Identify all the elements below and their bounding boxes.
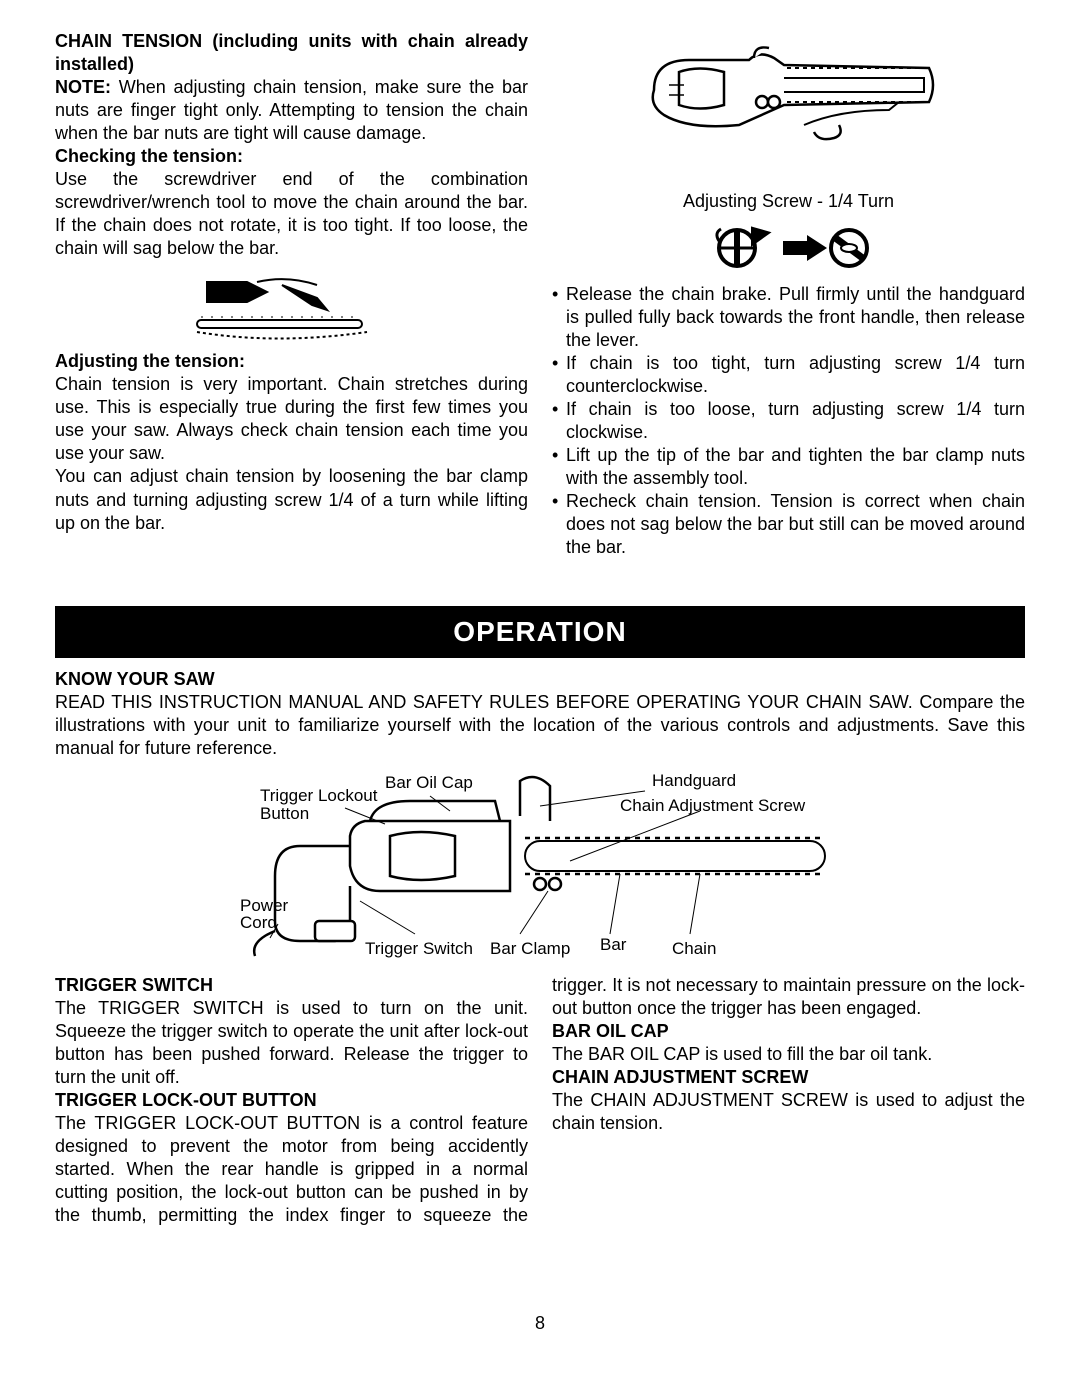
text-know-saw: READ THIS INSTRUCTION MANUAL AND SAFETY … xyxy=(55,691,1025,760)
note-text: When adjusting chain tension, make sure … xyxy=(55,77,528,143)
section-bar-operation: OPERATION xyxy=(55,606,1025,658)
figure-quarter-turn-icon xyxy=(709,223,869,273)
label-trigger-lockout-2: Button xyxy=(260,804,309,823)
label-bar-clamp: Bar Clamp xyxy=(490,939,570,958)
bullet-list: Release the chain brake. Pull firmly unt… xyxy=(552,283,1025,559)
label-bar-oil-cap: Bar Oil Cap xyxy=(385,773,473,792)
bullet-item: Release the chain brake. Pull firmly unt… xyxy=(552,283,1025,352)
label-bar: Bar xyxy=(600,935,627,954)
bullet-item: If chain is too loose, turn adjusting sc… xyxy=(552,398,1025,444)
text-trigger-switch: The TRIGGER SWITCH is used to turn on th… xyxy=(55,997,528,1089)
label-chain-adj-screw: Chain Adjustment Screw xyxy=(620,796,806,815)
text-adjust1: Chain tension is very important. Chain s… xyxy=(55,373,528,465)
note-paragraph: NOTE: When adjusting chain tension, make… xyxy=(55,76,528,145)
heading-know-saw: KNOW YOUR SAW xyxy=(55,668,1025,691)
label-chain: Chain xyxy=(672,939,716,958)
heading-bar-oil-cap: BAR OIL CAP xyxy=(552,1020,1025,1043)
know-your-saw-section: KNOW YOUR SAW READ THIS INSTRUCTION MANU… xyxy=(55,668,1025,966)
heading-chain-tension: CHAIN TENSION (including units with chai… xyxy=(55,30,528,76)
heading-chain-adj-screw: CHAIN ADJUSTMENT SCREW xyxy=(552,1066,1025,1089)
bullet-item: If chain is too tight, turn adjusting sc… xyxy=(552,352,1025,398)
text-bar-oil-cap: The BAR OIL CAP is used to fill the bar … xyxy=(552,1043,1025,1066)
label-trigger-switch: Trigger Switch xyxy=(365,939,473,958)
label-power-cord-2: Cord xyxy=(240,913,277,932)
text-chain-adj-screw: The CHAIN ADJUSTMENT SCREW is used to ad… xyxy=(552,1089,1025,1135)
label-handguard: Handguard xyxy=(652,771,736,790)
caption-adjusting-screw: Adjusting Screw - 1/4 Turn xyxy=(552,190,1025,213)
text-checking: Use the screwdriver end of the combinati… xyxy=(55,168,528,260)
figure-chain-check xyxy=(187,270,397,340)
figure-chainsaw-side xyxy=(639,30,939,180)
page-number: 8 xyxy=(55,1312,1025,1335)
chain-tension-section: CHAIN TENSION (including units with chai… xyxy=(55,30,1025,592)
heading-trigger-lockout: TRIGGER LOCK-OUT BUTTON xyxy=(55,1089,528,1112)
figure-know-your-saw: Bar Oil Cap Handguard Trigger Lockout Bu… xyxy=(200,766,880,966)
text-adjust2: You can adjust chain tension by loosenin… xyxy=(55,465,528,534)
bullet-item: Recheck chain tension. Tension is correc… xyxy=(552,490,1025,559)
heading-adjusting-tension: Adjusting the tension: xyxy=(55,350,528,373)
controls-description-section: TRIGGER SWITCH The TRIGGER SWITCH is use… xyxy=(55,974,1025,1242)
bullet-item: Lift up the tip of the bar and tighten t… xyxy=(552,444,1025,490)
heading-checking-tension: Checking the tension: xyxy=(55,145,528,168)
heading-trigger-switch: TRIGGER SWITCH xyxy=(55,974,528,997)
note-label: NOTE: xyxy=(55,77,111,97)
label-trigger-lockout-1: Trigger Lockout xyxy=(260,786,378,805)
